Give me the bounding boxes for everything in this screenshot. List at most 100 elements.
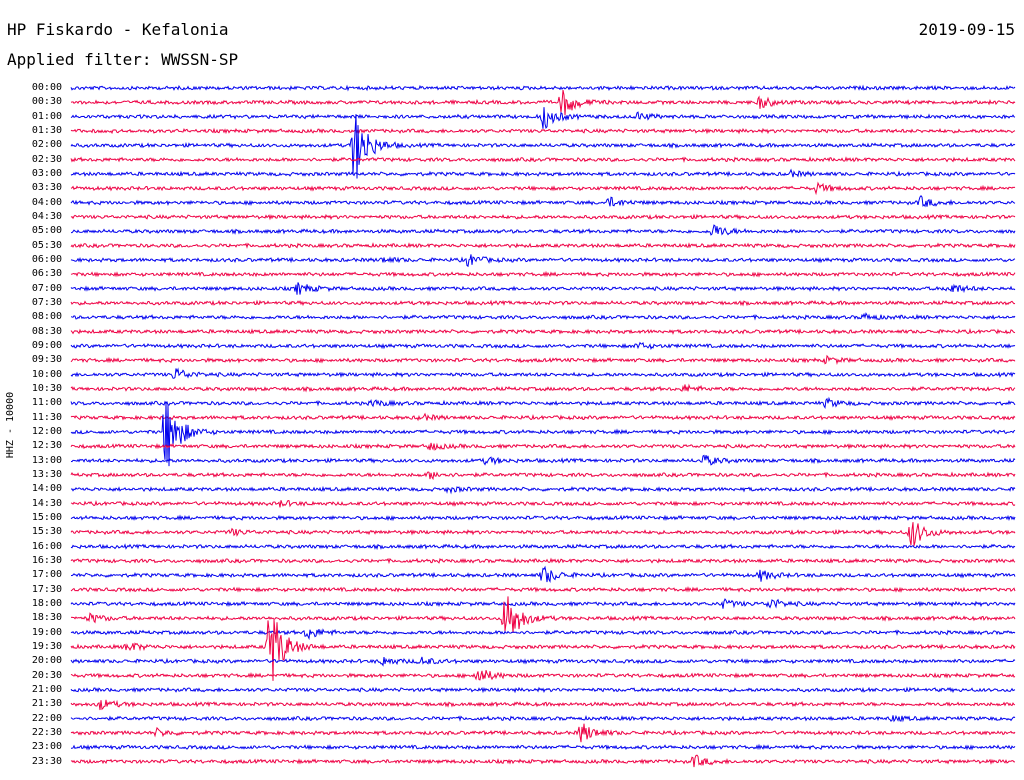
time-label: 10:00 (31, 368, 62, 380)
seismic-trace (70, 714, 1016, 723)
seismic-trace (70, 442, 1016, 451)
seismic-trace (70, 114, 1016, 179)
seismic-trace (70, 107, 1016, 129)
seismic-trace (70, 699, 1016, 711)
seismic-trace (70, 156, 1016, 163)
time-label: 03:30 (31, 182, 62, 194)
seismic-trace (70, 270, 1016, 278)
time-label: 23:30 (31, 755, 62, 767)
seismic-trace (70, 367, 1016, 379)
seismic-trace (70, 242, 1016, 249)
seismic-trace (70, 89, 1016, 116)
time-label: 22:00 (31, 712, 62, 724)
seismic-trace (70, 656, 1016, 667)
time-label: 00:30 (31, 96, 62, 108)
time-label: 19:00 (31, 626, 62, 638)
record-date: 2019-09-15 (918, 20, 1015, 39)
time-label: 06:00 (31, 253, 62, 265)
time-label: 13:00 (31, 454, 62, 466)
time-label: 14:00 (31, 483, 62, 495)
seismic-trace (70, 598, 1016, 609)
time-label: 15:00 (31, 511, 62, 523)
time-label: 02:30 (31, 153, 62, 165)
seismic-trace (70, 168, 1016, 178)
seismic-trace (70, 213, 1016, 221)
time-label: 23:00 (31, 741, 62, 753)
time-label: 12:00 (31, 425, 62, 437)
time-axis: 00:00 00:30 01:00 01:30 02:00 02:30 03:00 03:30… (0, 0, 66, 780)
time-label: 22:30 (31, 726, 62, 738)
seismic-trace (70, 485, 1016, 495)
seismic-trace (70, 412, 1016, 422)
time-label: 01:00 (31, 110, 62, 122)
seismic-trace (70, 254, 1016, 268)
time-label: 02:00 (31, 139, 62, 151)
seismic-trace (70, 514, 1016, 522)
seismic-trace (70, 522, 1016, 546)
seismic-trace (70, 686, 1016, 694)
time-label: 13:30 (31, 468, 62, 480)
seismic-trace (70, 754, 1016, 768)
time-label: 09:00 (31, 339, 62, 351)
time-label: 18:30 (31, 612, 62, 624)
seismic-trace (70, 194, 1016, 208)
seismic-trace (70, 328, 1016, 335)
seismic-trace (70, 586, 1016, 593)
seismic-trace (70, 454, 1016, 466)
time-label: 09:30 (31, 354, 62, 366)
time-label: 15:30 (31, 526, 62, 538)
time-label: 16:30 (31, 554, 62, 566)
time-label: 03:00 (31, 167, 62, 179)
seismic-trace (70, 299, 1016, 307)
time-label: 12:30 (31, 440, 62, 452)
time-label: 07:30 (31, 296, 62, 308)
time-label: 17:00 (31, 569, 62, 581)
seismic-trace (70, 341, 1016, 351)
seismic-trace (70, 670, 1016, 681)
time-label: 10:30 (31, 382, 62, 394)
seismic-trace (70, 628, 1016, 641)
time-label: 16:00 (31, 540, 62, 552)
time-label: 21:30 (31, 698, 62, 710)
time-label: 21:00 (31, 683, 62, 695)
time-label: 08:30 (31, 325, 62, 337)
seismic-trace (70, 619, 1016, 681)
time-label: 11:30 (31, 411, 62, 423)
seismic-trace (70, 543, 1016, 551)
time-label: 01:30 (31, 124, 62, 136)
time-label: 18:00 (31, 597, 62, 609)
time-label: 20:00 (31, 655, 62, 667)
seismic-trace (70, 565, 1016, 584)
applied-filter-label: Applied filter: WWSSN-SP (7, 50, 239, 69)
seismic-trace (70, 743, 1016, 751)
seismic-trace (70, 396, 1016, 409)
time-label: 20:30 (31, 669, 62, 681)
seismic-trace (70, 401, 1016, 467)
time-label: 14:30 (31, 497, 62, 509)
time-label: 04:30 (31, 210, 62, 222)
time-label: 04:00 (31, 196, 62, 208)
seismic-trace (70, 499, 1016, 508)
station-title: HP Fiskardo - Kefalonia (7, 20, 229, 39)
time-label: 19:30 (31, 640, 62, 652)
time-label: 11:00 (31, 397, 62, 409)
seismic-trace (70, 282, 1016, 295)
seismic-trace (70, 84, 1016, 92)
seismic-trace (70, 471, 1016, 481)
time-label: 05:30 (31, 239, 62, 251)
time-label: 08:00 (31, 311, 62, 323)
seismic-trace (70, 596, 1016, 633)
seismic-trace (70, 723, 1016, 743)
seismic-trace (70, 127, 1016, 135)
time-label: 17:30 (31, 583, 62, 595)
time-label: 05:00 (31, 225, 62, 237)
time-label: 06:30 (31, 268, 62, 280)
time-label: 00:00 (31, 82, 62, 93)
seismic-trace (70, 354, 1016, 365)
seismic-trace (70, 181, 1016, 196)
time-label: 07:00 (31, 282, 62, 294)
seismic-trace (70, 383, 1016, 393)
seismic-trace (70, 312, 1016, 321)
seismic-trace (70, 557, 1016, 565)
